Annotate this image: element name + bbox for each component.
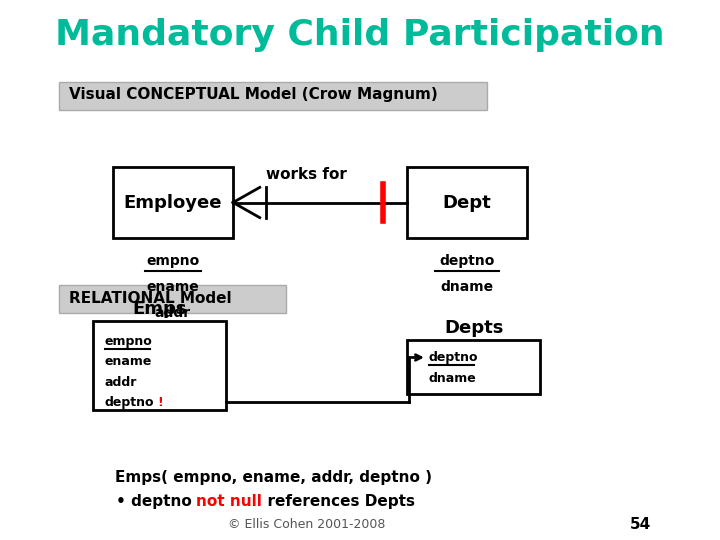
Text: Mandatory Child Participation: Mandatory Child Participation — [55, 18, 665, 52]
FancyBboxPatch shape — [407, 167, 527, 238]
Text: deptno: deptno — [429, 351, 478, 364]
Text: RELATIONAL Model: RELATIONAL Model — [69, 291, 232, 306]
FancyBboxPatch shape — [407, 340, 541, 394]
Text: • deptno: • deptno — [116, 494, 202, 509]
Text: ename: ename — [104, 355, 152, 368]
Text: 54: 54 — [630, 517, 652, 532]
Text: © Ellis Cohen 2001-2008: © Ellis Cohen 2001-2008 — [228, 518, 385, 531]
FancyBboxPatch shape — [59, 285, 287, 313]
Text: works for: works for — [266, 167, 347, 182]
Text: !: ! — [157, 396, 163, 409]
Text: not null: not null — [196, 494, 262, 509]
FancyBboxPatch shape — [93, 321, 226, 410]
Text: dname: dname — [429, 372, 477, 384]
Text: Depts: Depts — [444, 319, 503, 338]
Text: empno: empno — [104, 335, 153, 348]
Text: Visual CONCEPTUAL Model (Crow Magnum): Visual CONCEPTUAL Model (Crow Magnum) — [69, 87, 438, 102]
Text: addr: addr — [155, 306, 191, 320]
Text: empno: empno — [146, 254, 199, 268]
Text: Dept: Dept — [443, 193, 491, 212]
Text: Employee: Employee — [124, 193, 222, 212]
Text: deptno: deptno — [439, 254, 495, 268]
Text: Emps: Emps — [132, 300, 186, 319]
Text: references Depts: references Depts — [257, 494, 415, 509]
Text: ename: ename — [146, 280, 199, 294]
Text: Emps( empno, ename, addr, deptno ): Emps( empno, ename, addr, deptno ) — [114, 470, 431, 485]
Text: dname: dname — [441, 280, 493, 294]
FancyBboxPatch shape — [59, 82, 487, 110]
FancyBboxPatch shape — [113, 167, 233, 238]
Text: addr: addr — [104, 376, 137, 389]
Text: deptno: deptno — [104, 396, 154, 409]
